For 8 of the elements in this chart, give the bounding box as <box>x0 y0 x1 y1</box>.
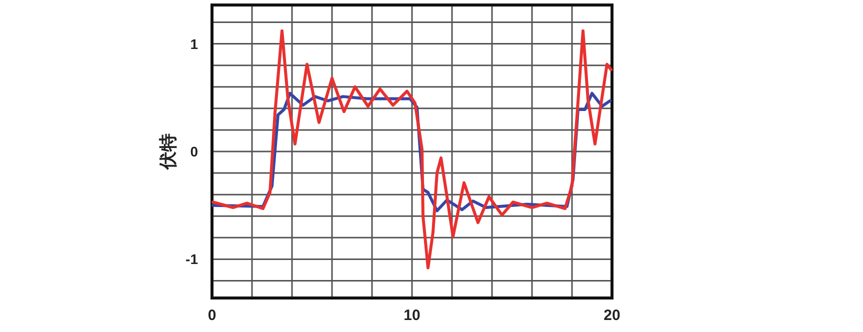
y-axis-title: 伏特 <box>158 134 178 170</box>
y-tick-label: 0 <box>190 144 198 160</box>
x-tick-label: 0 <box>208 307 216 324</box>
line-series <box>212 29 612 270</box>
x-tick-label: 10 <box>404 307 420 324</box>
x-tick-label: 20 <box>604 307 620 324</box>
y-tick-label: 1 <box>190 36 198 52</box>
y-tick-label: -1 <box>186 251 198 268</box>
